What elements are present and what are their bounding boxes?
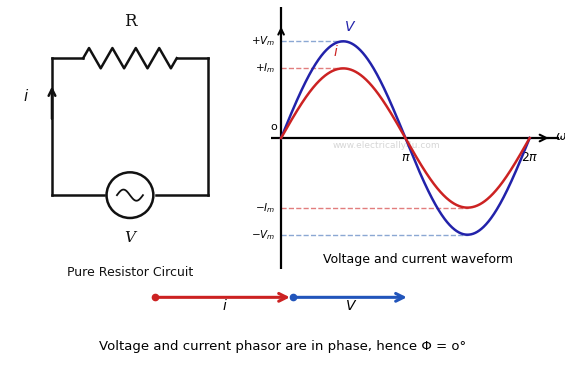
Text: Voltage and current phasor are in phase, hence Φ = o°: Voltage and current phasor are in phase,… [99, 340, 466, 353]
Text: Pure Resistor Circuit: Pure Resistor Circuit [67, 266, 193, 279]
Text: $\pi$: $\pi$ [401, 151, 410, 164]
Text: i: i [24, 89, 28, 104]
Text: i: i [222, 299, 226, 313]
Text: $-I_m$: $-I_m$ [255, 201, 275, 214]
Text: $+I_m$: $+I_m$ [255, 62, 275, 75]
Text: V: V [345, 19, 354, 34]
Text: $\omega t$: $\omega t$ [555, 129, 565, 142]
Text: R: R [124, 13, 136, 30]
Text: $2\pi$: $2\pi$ [521, 151, 538, 164]
Text: $+V_m$: $+V_m$ [251, 34, 275, 48]
Text: V: V [346, 299, 356, 313]
Text: $-V_m$: $-V_m$ [251, 228, 275, 242]
Text: V: V [124, 231, 136, 245]
Text: Voltage and current waveform: Voltage and current waveform [323, 253, 513, 266]
Text: o: o [271, 122, 277, 132]
Text: www.electrically4u.com: www.electrically4u.com [333, 141, 441, 150]
Text: i: i [333, 45, 337, 59]
